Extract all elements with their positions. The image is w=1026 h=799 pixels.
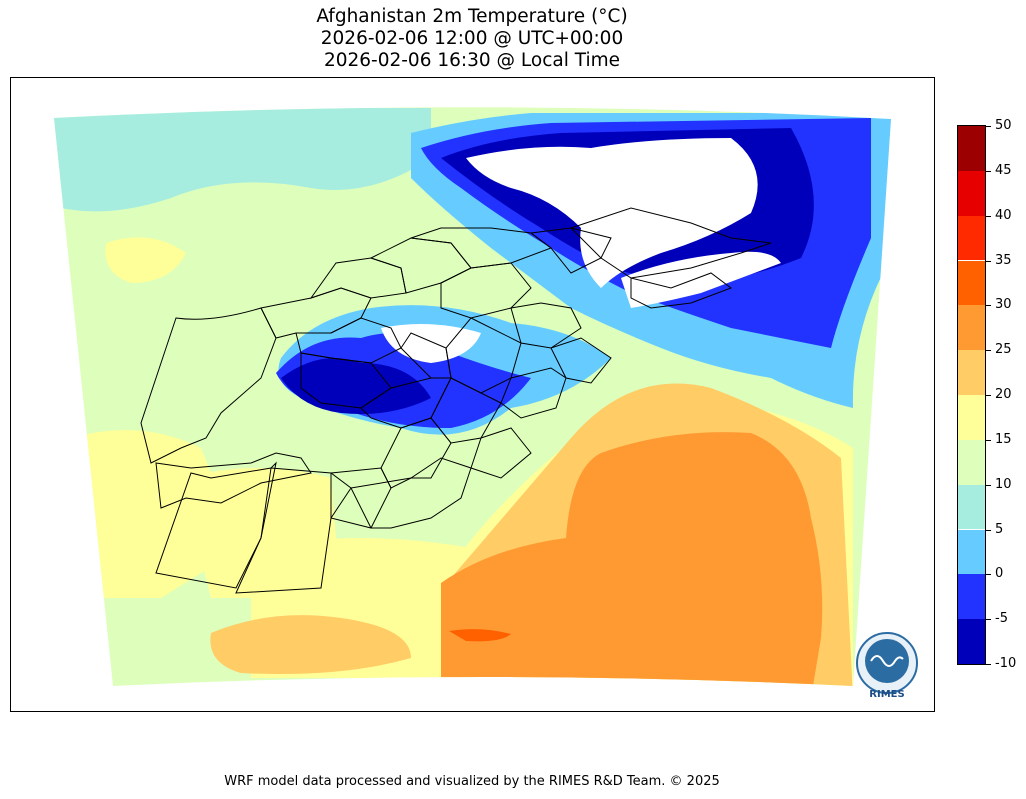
colorbar-tick-label: 35 bbox=[995, 252, 1012, 268]
colorbar-tick-label: -5 bbox=[995, 611, 1008, 627]
colorbar-tick-mark bbox=[986, 126, 991, 127]
colorbar-tick-label: -10 bbox=[995, 656, 1017, 671]
colorbar-bin bbox=[958, 529, 985, 575]
province-boundaries bbox=[140, 207, 772, 594]
colorbar-tick-label: 25 bbox=[995, 342, 1012, 358]
temp-band-25-30 bbox=[441, 432, 823, 686]
temp-band-15-20 bbox=[71, 430, 241, 598]
colorbar-tick-mark bbox=[986, 529, 991, 531]
colorbar-bin bbox=[958, 484, 985, 530]
rimes-logo-icon bbox=[856, 632, 918, 694]
colorbar-tick-label: 50 bbox=[995, 118, 1012, 133]
colorbar-tick-mark bbox=[986, 215, 991, 217]
colorbar-tick-label: 20 bbox=[995, 387, 1012, 402]
colorbar-bin bbox=[958, 260, 985, 306]
colorbar-bin bbox=[958, 350, 985, 395]
colorbar-tick-label: 15 bbox=[995, 431, 1012, 447]
footer-credit: WRF model data processed and visualized … bbox=[224, 774, 720, 789]
colorbar-tick-label: 30 bbox=[995, 297, 1012, 313]
map-frame: RIMES bbox=[10, 77, 935, 712]
colorbar bbox=[957, 125, 986, 665]
colorbar-tick-mark bbox=[986, 170, 991, 172]
title-line-3: 2026-02-06 16:30 @ Local Time bbox=[323, 50, 621, 71]
colorbar-tick-label: 45 bbox=[995, 162, 1012, 178]
title-line-1: Afghanistan 2m Temperature (°C) bbox=[316, 6, 628, 27]
temp-band-5-10 bbox=[54, 108, 431, 212]
colorbar-bin bbox=[958, 574, 985, 620]
colorbar-bin bbox=[958, 215, 985, 261]
temp-band-20-25 bbox=[210, 615, 411, 674]
colorbar-tick-mark bbox=[986, 305, 991, 307]
temp-band-neg10-neg5 bbox=[281, 358, 431, 414]
temp-band-below-neg10 bbox=[621, 251, 781, 308]
colorbar-bin bbox=[958, 305, 985, 351]
colorbar-tick-label: 5 bbox=[995, 521, 1004, 537]
temperature-map: RIMES bbox=[54, 107, 918, 700]
colorbar-tick-label: 40 bbox=[995, 207, 1012, 223]
colorbar-tick-label: 0 bbox=[995, 566, 1004, 582]
colorbar-tick-mark bbox=[986, 350, 991, 352]
colorbar-tick-label: 10 bbox=[995, 476, 1012, 492]
colorbar-bin bbox=[958, 170, 985, 216]
colorbar-tick-mark bbox=[986, 439, 991, 441]
temp-band-below-neg10 bbox=[466, 138, 758, 288]
temp-band-15-20 bbox=[105, 237, 186, 283]
colorbar-bin bbox=[958, 126, 985, 171]
colorbar-tick-mark bbox=[986, 395, 991, 396]
colorbar-tick-mark bbox=[986, 484, 991, 486]
chart-title: Afghanistan 2m Temperature (°C) 2026-02-… bbox=[0, 6, 944, 72]
colorbar-tick-mark bbox=[986, 619, 991, 621]
title-line-2: 2026-02-06 12:00 @ UTC+00:00 bbox=[320, 28, 624, 49]
colorbar-tick-mark bbox=[986, 664, 991, 665]
temp-band-30-35 bbox=[449, 629, 511, 642]
colorbar-bin bbox=[958, 619, 985, 664]
colorbar-tick-mark bbox=[986, 574, 991, 576]
colorbar-tick-mark bbox=[986, 260, 991, 262]
colorbar-bin bbox=[958, 439, 985, 485]
colorbar-bin bbox=[958, 395, 985, 440]
rimes-logo-text: RIMES bbox=[869, 689, 904, 700]
